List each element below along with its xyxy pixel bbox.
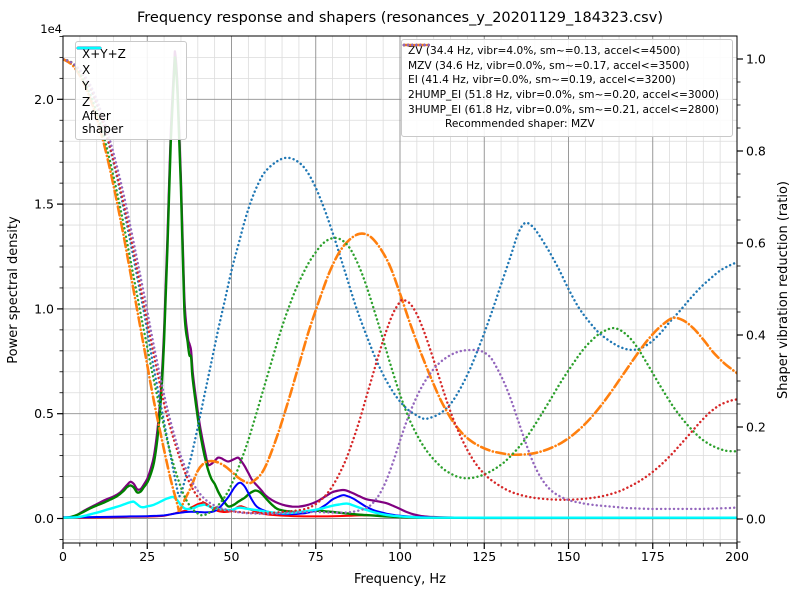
tick-label: 50 bbox=[224, 549, 240, 564]
legend-entry: Y bbox=[76, 46, 180, 94]
tick-label: 150 bbox=[557, 549, 581, 564]
legend-recommended-note: Recommended shaper: MZV bbox=[445, 117, 726, 132]
tick-label: 175 bbox=[641, 549, 665, 564]
y-axis-label-right: Shaper vibration reduction (ratio) bbox=[776, 181, 791, 399]
legend-entry-label: X+Y+Z bbox=[82, 46, 126, 61]
tick-label: 2.0 bbox=[34, 92, 54, 107]
tick-label: 0.2 bbox=[746, 420, 766, 435]
tick-label: 0.5 bbox=[34, 406, 54, 421]
curve-x-y-z bbox=[63, 50, 737, 519]
legend-entry: After shaper bbox=[76, 46, 180, 136]
legend-entry: 3HUMP_EI (61.8 Hz, vibr=0.0%, sm~=0.21, … bbox=[402, 43, 726, 117]
legend-entry-label: Z bbox=[82, 94, 91, 109]
tick-label: 0.0 bbox=[746, 512, 766, 527]
curve-ei bbox=[63, 57, 737, 517]
tick-label: 0 bbox=[59, 549, 67, 564]
ticks: 0 25 50 75 100 125 150 175 200 0.0 0.5 1.0 1.5 2.0 0.0… bbox=[34, 36, 766, 564]
x-axis-label: Frequency, Hz bbox=[354, 572, 446, 587]
legend-entry: X bbox=[76, 46, 180, 78]
legend-entry: ZV (34.4 Hz, vibr=4.0%, sm~=0.13, accel<… bbox=[402, 43, 726, 59]
legend-entry: 2HUMP_EI (51.8 Hz, vibr=0.0%, sm~=0.20, … bbox=[402, 43, 726, 103]
tick-label: 1.0 bbox=[746, 52, 766, 67]
tick-label: 1.5 bbox=[34, 197, 54, 212]
legend-swatch-3hump-ei-61-8-hz-vibr-0-0-sm-0-21-accel-2800- bbox=[402, 43, 432, 47]
legend-entry-label: After shaper bbox=[82, 109, 124, 136]
legend-entry-label: ZV (34.4 Hz, vibr=4.0%, sm~=0.13, accel<… bbox=[408, 45, 681, 58]
curve-y bbox=[63, 56, 737, 520]
recommended-shaper-text: Recommended shaper: MZV bbox=[445, 118, 595, 131]
curve-mzv bbox=[63, 57, 737, 513]
curve-3hump-ei bbox=[63, 57, 737, 516]
legend-entry-label: MZV (34.6 Hz, vibr=0.0%, sm~=0.17, accel… bbox=[408, 59, 690, 72]
tick-label: 125 bbox=[472, 549, 496, 564]
y-axis-offset-label: 1e4 bbox=[40, 22, 62, 36]
y-axis-label-left: Power spectral density bbox=[6, 216, 21, 364]
legend-entry-label: Y bbox=[82, 78, 90, 93]
tick-label: 75 bbox=[308, 549, 324, 564]
legend-data-series: X+Y+Z X Y Z After shaper bbox=[75, 41, 187, 141]
legend-entry: EI (41.4 Hz, vibr=0.0%, sm~=0.19, accel<… bbox=[402, 43, 726, 88]
legend-entry-label: X bbox=[82, 62, 91, 77]
tick-label: 200 bbox=[725, 549, 749, 564]
chart-title: Frequency response and shapers (resonanc… bbox=[137, 10, 663, 26]
curves bbox=[63, 50, 737, 520]
legend-entry: Z bbox=[76, 46, 180, 110]
legend-shapers: ZV (34.4 Hz, vibr=4.0%, sm~=0.13, accel<… bbox=[401, 39, 733, 137]
tick-label: 0.6 bbox=[746, 236, 766, 251]
legend-entry: MZV (34.6 Hz, vibr=0.0%, sm~=0.17, accel… bbox=[402, 43, 726, 74]
legend-entry-label: EI (41.4 Hz, vibr=0.0%, sm~=0.19, accel<… bbox=[408, 74, 676, 87]
curve-2hump-ei bbox=[63, 57, 737, 515]
tick-label: 1.0 bbox=[34, 301, 54, 316]
tick-label: 0.0 bbox=[34, 511, 54, 526]
legend-entry-label: 2HUMP_EI (51.8 Hz, vibr=0.0%, sm~=0.20, … bbox=[408, 89, 719, 102]
tick-label: 0.8 bbox=[746, 144, 766, 159]
tick-label: 25 bbox=[139, 549, 155, 564]
tick-label: 100 bbox=[388, 549, 412, 564]
tick-label: 0.4 bbox=[746, 328, 766, 343]
legend-swatch-after-shaper bbox=[76, 46, 102, 50]
legend-entry-label: 3HUMP_EI (61.8 Hz, vibr=0.0%, sm~=0.21, … bbox=[408, 103, 719, 116]
